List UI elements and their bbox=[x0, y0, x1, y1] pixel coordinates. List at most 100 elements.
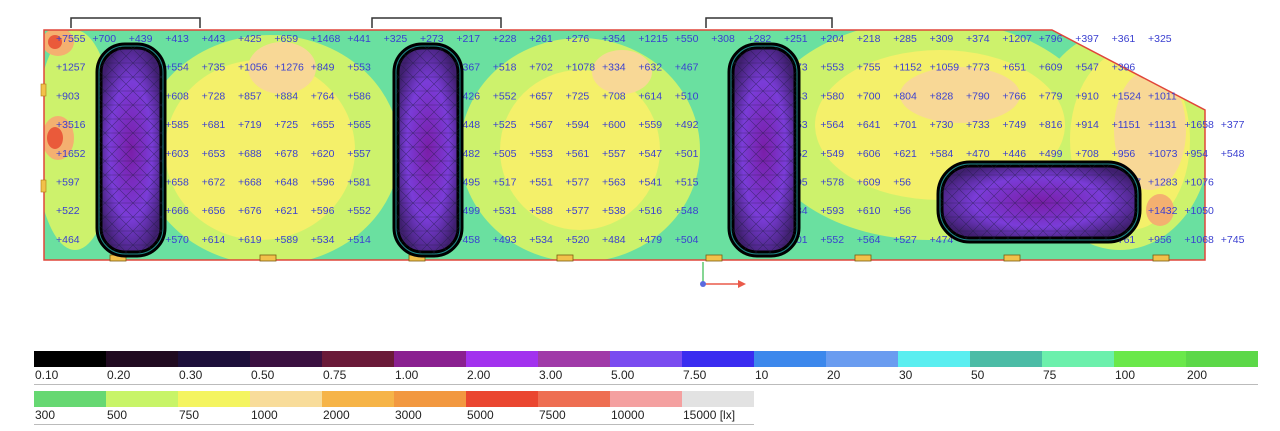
illuminance-value: +1078 bbox=[566, 62, 596, 74]
illuminance-value: +585 bbox=[165, 119, 189, 131]
illuminance-value: +621 bbox=[893, 148, 917, 160]
illuminance-value: +773 bbox=[966, 62, 990, 74]
illuminance-value: +956 bbox=[1148, 234, 1172, 246]
illuminance-value: +666 bbox=[165, 205, 189, 217]
illuminance-value: +7555 bbox=[56, 33, 86, 45]
illuminance-value: +492 bbox=[675, 119, 699, 131]
legend-item: 1000 bbox=[250, 391, 322, 425]
illuminance-value: +425 bbox=[238, 33, 262, 45]
illuminance-value: +580 bbox=[820, 90, 844, 102]
illuminance-value: +733 bbox=[966, 119, 990, 131]
legend-label: 5.00 bbox=[610, 367, 682, 385]
illuminance-value: +608 bbox=[165, 90, 189, 102]
illuminance-value: +474 bbox=[930, 234, 954, 246]
illuminance-value: +804 bbox=[893, 90, 917, 102]
illuminance-value: +668 bbox=[238, 177, 262, 189]
legend-item: 5000 bbox=[466, 391, 538, 425]
illuminance-value: +547 bbox=[638, 148, 662, 160]
illuminance-value: +564 bbox=[857, 234, 881, 246]
illuminance-value: +534 bbox=[311, 234, 335, 246]
illuminance-value: +251 bbox=[784, 33, 808, 45]
illuminance-value: +719 bbox=[238, 119, 262, 131]
illuminance-value: +700 bbox=[857, 90, 881, 102]
legend-swatch bbox=[178, 391, 250, 407]
illuminance-value: +334 bbox=[602, 62, 626, 74]
floor-luminaires bbox=[109, 254, 1170, 262]
illuminance-value: +525 bbox=[493, 119, 517, 131]
legend-item: 5.00 bbox=[610, 351, 682, 385]
illuminance-value: +589 bbox=[274, 234, 298, 246]
illuminance-value: +273 bbox=[420, 33, 444, 45]
illuminance-value: +632 bbox=[638, 62, 662, 74]
illuminance-value: +1652 bbox=[56, 148, 86, 160]
legend-swatch bbox=[754, 351, 826, 367]
illuminance-value: +779 bbox=[1039, 90, 1063, 102]
illuminance-value: +606 bbox=[857, 148, 881, 160]
legend-swatch bbox=[394, 391, 466, 407]
legend-label: 750 bbox=[178, 407, 250, 425]
illuminance-value: +553 bbox=[347, 62, 371, 74]
illuminance-value: +641 bbox=[857, 119, 881, 131]
illuminance-value: +551 bbox=[529, 177, 553, 189]
illuminance-value: +588 bbox=[529, 205, 553, 217]
illuminance-value: +1068 bbox=[1184, 234, 1214, 246]
legend-item: 30 bbox=[898, 351, 970, 385]
legend-item: 50 bbox=[970, 351, 1042, 385]
illuminance-value: +688 bbox=[238, 148, 262, 160]
illuminance-value: +1283 bbox=[1148, 177, 1178, 189]
legend-label: 10000 bbox=[610, 407, 682, 425]
illuminance-value: +534 bbox=[529, 234, 553, 246]
legend-item: 3000 bbox=[394, 391, 466, 425]
illuminance-value: +1151 bbox=[1112, 119, 1141, 131]
illuminance-value: +443 bbox=[202, 33, 226, 45]
illuminance-value: +325 bbox=[384, 33, 408, 45]
illuminance-value: +849 bbox=[311, 62, 335, 74]
illuminance-value: +884 bbox=[274, 90, 298, 102]
illuminance-value: +701 bbox=[893, 119, 917, 131]
illuminance-value: +586 bbox=[347, 90, 371, 102]
legend-label: 200 bbox=[1186, 367, 1258, 385]
legend-label: 15000 [lx] bbox=[682, 407, 754, 425]
illuminance-value: +553 bbox=[820, 62, 844, 74]
illuminance-value: +552 bbox=[820, 234, 844, 246]
illuminance-value: +910 bbox=[1075, 90, 1099, 102]
illuminance-value: +954 bbox=[1184, 148, 1208, 160]
cars bbox=[95, 42, 1142, 258]
illuminance-value: +309 bbox=[930, 33, 954, 45]
illuminance-value: +308 bbox=[711, 33, 735, 45]
illuminance-value: +467 bbox=[675, 62, 699, 74]
illuminance-value: +564 bbox=[820, 119, 844, 131]
luminaire-marker bbox=[556, 254, 574, 262]
illuminance-value: +1207 bbox=[1002, 33, 1032, 45]
illuminance-value: +518 bbox=[493, 62, 517, 74]
legend-item: 100 bbox=[1114, 351, 1186, 385]
legend-swatch bbox=[682, 351, 754, 367]
legend-swatch bbox=[178, 351, 250, 367]
legend-swatch bbox=[826, 351, 898, 367]
illuminance-value: +790 bbox=[966, 90, 990, 102]
legend-label: 2.00 bbox=[466, 367, 538, 385]
illuminance-value: +549 bbox=[820, 148, 844, 160]
origin-point bbox=[700, 281, 706, 287]
illuminance-value: +672 bbox=[202, 177, 226, 189]
illuminance-value: +619 bbox=[238, 234, 262, 246]
luminaire-bracket bbox=[371, 17, 502, 28]
legend-label: 1000 bbox=[250, 407, 322, 425]
illuminance-value: +505 bbox=[493, 148, 517, 160]
legend-item: 3.00 bbox=[538, 351, 610, 385]
illuminance-value: +600 bbox=[602, 119, 626, 131]
legend-label: 500 bbox=[106, 407, 178, 425]
illuminance-value: +621 bbox=[274, 205, 298, 217]
illuminance-value: +547 bbox=[1075, 62, 1099, 74]
legend-swatch bbox=[250, 391, 322, 407]
illuminance-value: +1524 bbox=[1112, 90, 1142, 102]
illuminance-value: +561 bbox=[566, 148, 590, 160]
illuminance-value: +730 bbox=[930, 119, 954, 131]
wall-marker bbox=[40, 83, 47, 97]
luminaire-marker bbox=[259, 254, 277, 262]
legend-label: 0.50 bbox=[250, 367, 322, 385]
illuminance-value: +755 bbox=[857, 62, 881, 74]
legend-item: 0.50 bbox=[250, 351, 322, 385]
luminaire-marker bbox=[1003, 254, 1021, 262]
illuminance-value: +610 bbox=[857, 205, 881, 217]
